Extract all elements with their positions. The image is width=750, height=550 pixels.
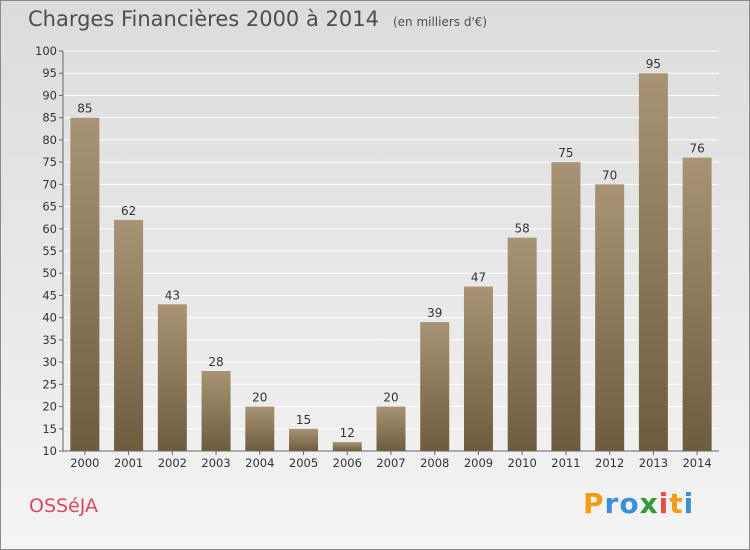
x-tick-label: 2007: [376, 456, 405, 470]
y-tick-label: 30: [42, 355, 57, 369]
x-tick-label: 2011: [551, 456, 580, 470]
bar-2007: [376, 406, 406, 451]
y-tick-label: 20: [42, 400, 57, 414]
y-tick-label: 50: [42, 266, 57, 280]
x-tick-label: 2012: [595, 456, 624, 470]
place-name: OSSéJA: [29, 495, 99, 517]
data-label: 20: [252, 391, 267, 405]
y-tick-label: 80: [42, 133, 57, 147]
x-tick-label: 2014: [682, 456, 711, 470]
bar-2005: [289, 428, 319, 451]
data-label: 28: [208, 355, 223, 369]
x-tick-label: 2008: [420, 456, 449, 470]
chart-title: Charges Financières 2000 à 2014: [28, 7, 379, 31]
x-tick-label: 2009: [464, 456, 493, 470]
bar-2012: [595, 184, 625, 452]
x-tick-label: 2005: [289, 456, 318, 470]
y-tick-label: 40: [42, 311, 57, 325]
proxiti-logo: Proxiti: [583, 487, 694, 520]
y-tick-label: 10: [42, 444, 57, 458]
data-label: 12: [340, 426, 355, 440]
bar-2002: [157, 304, 187, 451]
data-label: 95: [646, 57, 661, 71]
y-tick-label: 35: [42, 333, 57, 347]
y-tick-label: 70: [42, 177, 57, 191]
bar-2014: [682, 157, 712, 451]
data-labels: 85 62 43 28 20 15 12 20 39 47 58 75 70 95 76: [77, 57, 705, 440]
logo-letter: P: [583, 487, 605, 520]
y-tick-label: 85: [42, 111, 57, 125]
chart-header: Charges Financières 2000 à 2014 (en milli…: [28, 7, 487, 31]
x-axis: 2000 2001 2002 2003 2004 2005 2006 2007 2008 2009…: [63, 450, 719, 470]
y-tick-label: 95: [42, 66, 57, 80]
bar-2006: [332, 442, 362, 451]
data-label: 39: [427, 306, 442, 320]
bar-2009: [463, 286, 493, 451]
bar-2013: [638, 73, 668, 451]
bar-2003: [201, 371, 231, 451]
data-label: 20: [383, 391, 398, 405]
x-tick-label: 2004: [245, 456, 274, 470]
y-tick-label: 45: [42, 288, 57, 302]
y-tick-label: 65: [42, 200, 57, 214]
data-label: 43: [165, 288, 180, 302]
data-label: 75: [558, 146, 573, 160]
y-tick-label: 25: [42, 377, 57, 391]
logo-letter: t: [669, 487, 684, 520]
logo-letter: x: [639, 487, 659, 520]
bar-2004: [245, 406, 275, 451]
data-label: 62: [121, 204, 136, 218]
y-tick-label: 55: [42, 244, 57, 258]
logo-letter: i: [683, 487, 695, 520]
x-tick-label: 2000: [70, 456, 99, 470]
logo-letter: o: [619, 487, 640, 520]
y-tick-label: 15: [42, 422, 57, 436]
bar-2000: [70, 117, 100, 452]
data-label: 70: [602, 168, 617, 182]
x-tick-label: 2003: [201, 456, 230, 470]
x-tick-label: 2010: [508, 456, 537, 470]
logo-letter: r: [604, 487, 620, 520]
bar-2001: [114, 219, 144, 451]
bar-2011: [551, 162, 581, 451]
data-label: 76: [689, 142, 704, 156]
bar-2008: [420, 322, 450, 451]
y-axis: 10 15 20 25 30 35 40 45 50 55 60 65 70 75 80 85 90 95 100: [35, 44, 64, 458]
data-label: 85: [77, 102, 92, 116]
x-tick-label: 2013: [639, 456, 668, 470]
data-label: 15: [296, 413, 311, 427]
x-tick-label: 2006: [333, 456, 362, 470]
y-tick-label: 60: [42, 222, 57, 236]
y-tick-label: 90: [42, 88, 57, 102]
y-tick-label: 75: [42, 155, 57, 169]
x-tick-label: 2002: [158, 456, 187, 470]
logo-letter: i: [658, 487, 670, 520]
data-label: 47: [471, 271, 486, 285]
data-label: 58: [515, 222, 530, 236]
bar-2010: [507, 237, 537, 451]
chart-subtitle: (en milliers d'€): [392, 15, 488, 29]
x-tick-label: 2001: [114, 456, 143, 470]
bars: [70, 73, 712, 452]
y-tick-label: 100: [35, 44, 57, 58]
